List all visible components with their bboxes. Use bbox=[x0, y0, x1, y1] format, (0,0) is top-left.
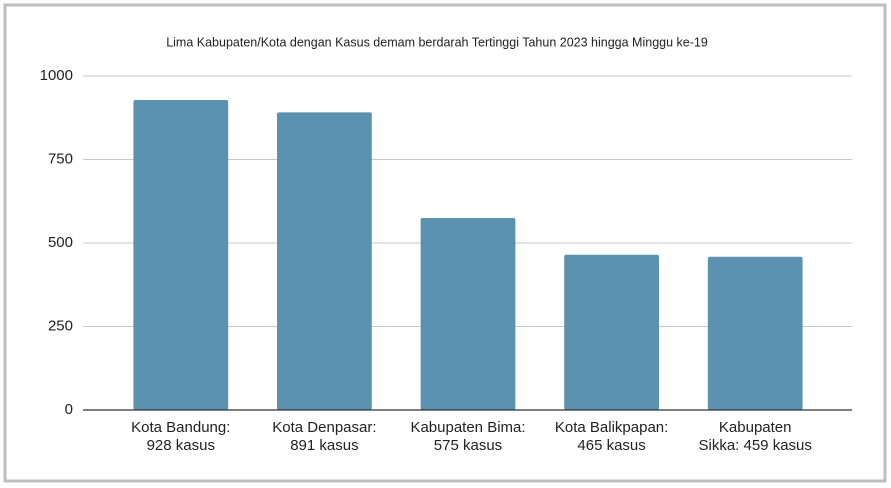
bar bbox=[133, 100, 229, 410]
x-tick-label: Kabupaten Bima: bbox=[410, 419, 525, 436]
x-tick-label: 465 kasus bbox=[577, 437, 645, 454]
x-tick-label: Kota Bandung: bbox=[131, 419, 230, 436]
x-tick-label: 891 kasus bbox=[290, 437, 358, 454]
bar bbox=[277, 112, 372, 410]
y-tick-label: 750 bbox=[48, 150, 73, 167]
y-tick-label: 1000 bbox=[40, 67, 73, 84]
x-tick-label: 575 kasus bbox=[434, 437, 502, 454]
y-tick-label: 250 bbox=[48, 317, 73, 334]
x-tick-label: 928 kasus bbox=[147, 437, 215, 454]
bar bbox=[564, 254, 659, 410]
x-tick-label: Kota Denpasar: bbox=[272, 419, 376, 436]
y-tick-label: 0 bbox=[65, 401, 73, 418]
bar bbox=[707, 256, 803, 410]
chart-title: Lima Kabupaten/Kota dengan Kasus demam b… bbox=[166, 35, 708, 49]
x-tick-label: Kabupaten bbox=[719, 419, 792, 436]
bar bbox=[420, 217, 516, 410]
x-tick-label: Sikka: 459 kasus bbox=[698, 437, 811, 454]
x-tick-label: Kota Balikpapan: bbox=[555, 419, 668, 436]
y-tick-label: 500 bbox=[48, 234, 73, 251]
